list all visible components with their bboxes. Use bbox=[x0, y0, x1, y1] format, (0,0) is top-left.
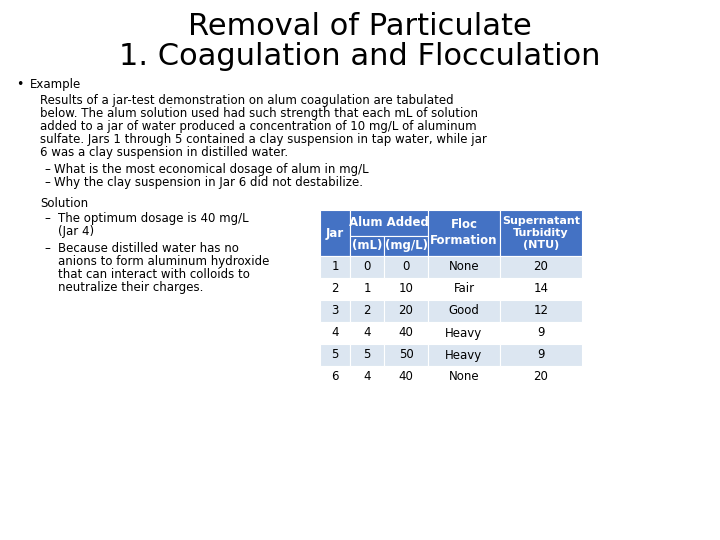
Text: Why the clay suspension in Jar 6 did not destabilize.: Why the clay suspension in Jar 6 did not… bbox=[54, 176, 363, 189]
Text: Example: Example bbox=[30, 78, 81, 91]
Bar bbox=[384, 300, 428, 322]
Text: 4: 4 bbox=[364, 370, 371, 383]
Bar bbox=[428, 278, 500, 300]
Text: that can interact with colloids to: that can interact with colloids to bbox=[58, 268, 250, 281]
Text: 2: 2 bbox=[364, 305, 371, 318]
Bar bbox=[428, 344, 500, 366]
Bar bbox=[384, 278, 428, 300]
Text: Good: Good bbox=[449, 305, 480, 318]
Text: Alum Added: Alum Added bbox=[349, 217, 429, 230]
Text: 12: 12 bbox=[534, 305, 549, 318]
Text: 3: 3 bbox=[331, 305, 338, 318]
Text: 50: 50 bbox=[399, 348, 413, 361]
Text: neutralize their charges.: neutralize their charges. bbox=[58, 281, 203, 294]
Bar bbox=[500, 278, 582, 300]
Text: 2: 2 bbox=[331, 282, 338, 295]
Text: Fair: Fair bbox=[454, 282, 474, 295]
Text: (mL): (mL) bbox=[352, 240, 382, 253]
Bar bbox=[384, 344, 428, 366]
Bar bbox=[428, 322, 500, 344]
Bar bbox=[500, 300, 582, 322]
Bar bbox=[320, 278, 350, 300]
Bar bbox=[500, 322, 582, 344]
Bar bbox=[500, 344, 582, 366]
Text: What is the most economical dosage of alum in mg/L: What is the most economical dosage of al… bbox=[54, 163, 369, 176]
Text: 5: 5 bbox=[331, 348, 338, 361]
Bar bbox=[350, 344, 384, 366]
Bar bbox=[428, 256, 500, 278]
Text: anions to form aluminum hydroxide: anions to form aluminum hydroxide bbox=[58, 255, 269, 268]
Bar bbox=[384, 256, 428, 278]
Bar bbox=[500, 366, 582, 388]
Text: 6 was a clay suspension in distilled water.: 6 was a clay suspension in distilled wat… bbox=[40, 146, 288, 159]
Text: 20: 20 bbox=[534, 260, 549, 273]
Text: 10: 10 bbox=[399, 282, 413, 295]
Text: Jar: Jar bbox=[326, 226, 344, 240]
Text: 6: 6 bbox=[331, 370, 338, 383]
Bar bbox=[350, 366, 384, 388]
Bar bbox=[350, 256, 384, 278]
Text: 40: 40 bbox=[399, 327, 413, 340]
Text: Because distilled water has no: Because distilled water has no bbox=[58, 242, 239, 255]
Text: 4: 4 bbox=[331, 327, 338, 340]
Text: The optimum dosage is 40 mg/L: The optimum dosage is 40 mg/L bbox=[58, 212, 248, 225]
Text: 9: 9 bbox=[537, 327, 545, 340]
Bar bbox=[320, 344, 350, 366]
Text: Heavy: Heavy bbox=[446, 348, 482, 361]
Text: Heavy: Heavy bbox=[446, 327, 482, 340]
Text: Supernatant
Turbidity
(NTU): Supernatant Turbidity (NTU) bbox=[502, 215, 580, 251]
Text: 4: 4 bbox=[364, 327, 371, 340]
Bar bbox=[320, 210, 350, 256]
Bar bbox=[500, 256, 582, 278]
Text: sulfate. Jars 1 through 5 contained a clay suspension in tap water, while jar: sulfate. Jars 1 through 5 contained a cl… bbox=[40, 133, 487, 146]
Text: 1. Coagulation and Flocculation: 1. Coagulation and Flocculation bbox=[120, 42, 600, 71]
Bar bbox=[384, 366, 428, 388]
Bar bbox=[320, 300, 350, 322]
Bar bbox=[350, 236, 384, 256]
Bar bbox=[428, 366, 500, 388]
Text: 0: 0 bbox=[364, 260, 371, 273]
Text: 20: 20 bbox=[399, 305, 413, 318]
Text: 1: 1 bbox=[364, 282, 371, 295]
Bar bbox=[350, 278, 384, 300]
Text: 9: 9 bbox=[537, 348, 545, 361]
Text: (Jar 4): (Jar 4) bbox=[58, 225, 94, 238]
Bar bbox=[500, 210, 582, 256]
Text: Results of a jar-test demonstration on alum coagulation are tabulated: Results of a jar-test demonstration on a… bbox=[40, 94, 454, 107]
Text: Solution: Solution bbox=[40, 197, 88, 210]
Bar bbox=[320, 366, 350, 388]
Text: added to a jar of water produced a concentration of 10 mg/L of aluminum: added to a jar of water produced a conce… bbox=[40, 120, 477, 133]
Text: 20: 20 bbox=[534, 370, 549, 383]
Bar bbox=[320, 322, 350, 344]
Text: Floc
Formation: Floc Formation bbox=[431, 219, 498, 247]
Text: –: – bbox=[44, 242, 50, 255]
Text: 40: 40 bbox=[399, 370, 413, 383]
Text: –: – bbox=[44, 212, 50, 225]
Text: None: None bbox=[449, 370, 480, 383]
Bar bbox=[350, 300, 384, 322]
Text: 1: 1 bbox=[331, 260, 338, 273]
Text: •: • bbox=[16, 78, 23, 91]
Text: 5: 5 bbox=[364, 348, 371, 361]
Bar bbox=[384, 236, 428, 256]
Bar bbox=[320, 256, 350, 278]
Bar bbox=[428, 210, 500, 256]
Bar bbox=[350, 322, 384, 344]
Text: –: – bbox=[44, 176, 50, 189]
Bar bbox=[428, 300, 500, 322]
Text: None: None bbox=[449, 260, 480, 273]
Bar bbox=[350, 210, 428, 236]
Text: Removal of Particulate: Removal of Particulate bbox=[188, 12, 532, 41]
Text: –: – bbox=[44, 163, 50, 176]
Text: (mg/L): (mg/L) bbox=[384, 240, 428, 253]
Text: below. The alum solution used had such strength that each mL of solution: below. The alum solution used had such s… bbox=[40, 107, 478, 120]
Text: 0: 0 bbox=[402, 260, 410, 273]
Text: 14: 14 bbox=[534, 282, 549, 295]
Bar bbox=[384, 322, 428, 344]
